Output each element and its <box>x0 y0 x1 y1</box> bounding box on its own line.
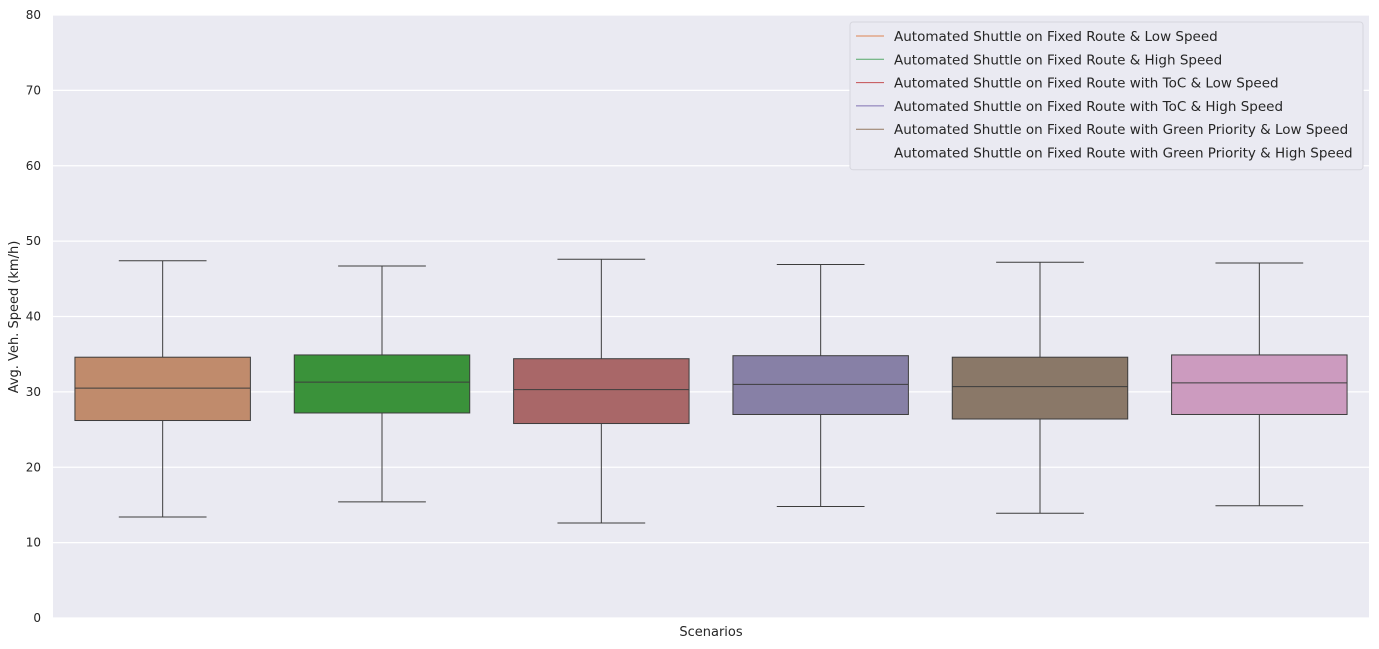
y-tick-label: 70 <box>26 83 41 97</box>
box-5 <box>951 261 1129 514</box>
boxes <box>74 258 1348 524</box>
x-axis-label: Scenarios <box>679 625 743 640</box>
y-tick-label: 50 <box>26 234 41 248</box>
box-6 <box>1171 262 1348 507</box>
iqr-box <box>513 358 690 425</box>
legend-label: Automated Shuttle on Fixed Route & Low S… <box>894 29 1218 45</box>
legend-label: Automated Shuttle on Fixed Route with Gr… <box>894 146 1353 162</box>
legend-label: Automated Shuttle on Fixed Route & High … <box>894 52 1222 68</box>
legend-label: Automated Shuttle on Fixed Route with Gr… <box>894 122 1348 138</box>
legend: Automated Shuttle on Fixed Route & Low S… <box>849 21 1364 171</box>
y-axis-label: Avg. Veh. Speed (km/h) <box>7 241 22 394</box>
y-tick-label: 0 <box>33 611 41 625</box>
y-tick-label: 30 <box>26 385 41 399</box>
legend-frame <box>849 21 1364 171</box>
iqr-box <box>951 356 1129 420</box>
iqr-box <box>732 355 909 415</box>
box-4 <box>732 263 909 507</box>
legend-label: Automated Shuttle on Fixed Route with To… <box>894 76 1279 92</box>
y-tick-label: 60 <box>26 159 41 173</box>
y-tick-label: 20 <box>26 460 41 474</box>
y-axis-ticks: 0 10 20 30 40 50 60 70 80 <box>26 8 41 625</box>
iqr-box <box>293 354 471 414</box>
box-3 <box>513 258 690 524</box>
y-tick-label: 40 <box>26 310 41 324</box>
y-tick-label: 10 <box>26 536 41 550</box>
legend-label: Automated Shuttle on Fixed Route with To… <box>894 99 1283 115</box>
iqr-box <box>74 356 251 422</box>
box-1 <box>74 260 251 518</box>
box-2 <box>293 265 471 503</box>
y-tick-label: 80 <box>26 8 41 22</box>
iqr-box <box>1171 354 1348 415</box>
